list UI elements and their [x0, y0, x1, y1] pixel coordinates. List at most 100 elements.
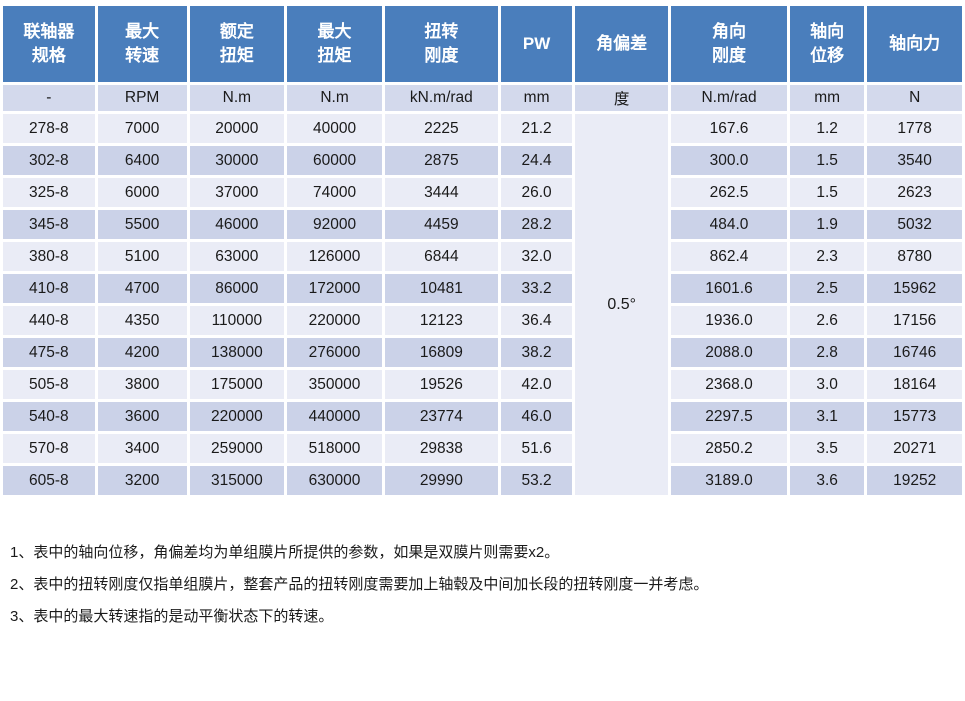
cell-max-speed: 6000	[97, 178, 187, 207]
cell-axial-force: 15773	[867, 402, 962, 431]
unit-axial-force: N	[867, 85, 962, 111]
units-row: - RPM N.m N.m kN.m/rad mm 度 N.m/rad mm N	[3, 85, 962, 111]
cell-max-speed: 4350	[97, 306, 187, 335]
col-header-coupling-spec: 联轴器 规格	[3, 6, 95, 82]
cell-torsional-stiffness: 23774	[384, 402, 498, 431]
cell-max-speed: 4200	[97, 338, 187, 367]
cell-axial-force: 2623	[867, 178, 962, 207]
cell-pw: 46.0	[500, 402, 573, 431]
unit-angular-misalignment: 度	[575, 85, 669, 111]
unit-torsional-stiffness: kN.m/rad	[384, 85, 498, 111]
unit-pw: mm	[500, 85, 573, 111]
cell-spec: 302-8	[3, 146, 95, 175]
cell-pw: 53.2	[500, 466, 573, 495]
cell-max-torque: 74000	[287, 178, 382, 207]
cell-max-torque: 126000	[287, 242, 382, 271]
cell-max-torque: 92000	[287, 210, 382, 239]
cell-pw: 36.4	[500, 306, 573, 335]
cell-axial-force: 15962	[867, 274, 962, 303]
cell-pw: 26.0	[500, 178, 573, 207]
cell-max-torque: 172000	[287, 274, 382, 303]
table-row: 380-8 5100 63000 126000 6844 32.0 862.4 2.3 8780	[3, 242, 962, 271]
col-header-max-torque: 最大 扭矩	[287, 6, 382, 82]
cell-max-speed: 7000	[97, 114, 187, 143]
cell-axial-force: 8780	[867, 242, 962, 271]
footnote-1: 1、表中的轴向位移，角偏差均为单组膜片所提供的参数，如果是双膜片则需要x2。	[10, 544, 560, 561]
cell-axial-displacement: 3.5	[789, 434, 865, 463]
cell-spec: 325-8	[3, 178, 95, 207]
cell-axial-force: 1778	[867, 114, 962, 143]
cell-rated-torque: 315000	[189, 466, 285, 495]
cell-max-speed: 3200	[97, 466, 187, 495]
table-row: 540-8 3600 220000 440000 23774 46.0 2297.5 3.1 1…	[3, 402, 962, 431]
cell-rated-torque: 110000	[189, 306, 285, 335]
cell-rated-torque: 46000	[189, 210, 285, 239]
cell-max-torque: 518000	[287, 434, 382, 463]
cell-torsional-stiffness: 2225	[384, 114, 498, 143]
cell-pw: 21.2	[500, 114, 573, 143]
cell-max-speed: 3600	[97, 402, 187, 431]
table-row: 278-8 7000 20000 40000 2225 21.2 0.5° 167.6 1.2 1…	[3, 114, 962, 495]
table-row: 302-8 6400 30000 60000 2875 24.4 300.0 1.5 3540	[3, 146, 962, 175]
cell-axial-displacement: 2.3	[789, 242, 865, 271]
cell-rated-torque: 259000	[189, 434, 285, 463]
table-row: 605-8 3200 315000 630000 29990 53.2 3189.0 3.6 1…	[3, 466, 962, 495]
cell-spec: 570-8	[3, 434, 95, 463]
cell-spec: 505-8	[3, 370, 95, 399]
cell-pw: 28.2	[500, 210, 573, 239]
cell-angular-stiffness: 2088.0	[671, 338, 787, 367]
cell-max-torque: 40000	[287, 114, 382, 143]
page: 联轴器 规格 最大 转速 额定 扭矩 最大 扭矩 扭转 刚度 PW 角偏差 角向…	[3, 6, 965, 626]
footnotes: 1、表中的轴向位移，角偏差均为单组膜片所提供的参数，如果是双膜片则需要x2。 2…	[10, 544, 965, 626]
table-row: 475-8 4200 138000 276000 16809 38.2 2088.0 2.8 1…	[3, 338, 962, 367]
cell-max-torque: 630000	[287, 466, 382, 495]
cell-max-speed: 6400	[97, 146, 187, 175]
col-header-angular-misalignment: 角偏差	[575, 6, 669, 82]
col-header-axial-force: 轴向力	[867, 6, 962, 82]
cell-torsional-stiffness: 19526	[384, 370, 498, 399]
table-row: 570-8 3400 259000 518000 29838 51.6 2850.2 3.5 2…	[3, 434, 962, 463]
cell-axial-force: 5032	[867, 210, 962, 239]
cell-rated-torque: 63000	[189, 242, 285, 271]
cell-rated-torque: 86000	[189, 274, 285, 303]
cell-axial-force: 3540	[867, 146, 962, 175]
footnote-3: 3、表中的最大转速指的是动平衡状态下的转速。	[10, 608, 334, 625]
cell-spec: 380-8	[3, 242, 95, 271]
cell-rated-torque: 220000	[189, 402, 285, 431]
col-header-pw: PW	[500, 6, 573, 82]
cell-torsional-stiffness: 29990	[384, 466, 498, 495]
col-header-torsional-stiffness: 扭转 刚度	[384, 6, 498, 82]
cell-max-speed: 3800	[97, 370, 187, 399]
cell-axial-displacement: 1.5	[789, 178, 865, 207]
cell-torsional-stiffness: 10481	[384, 274, 498, 303]
cell-angular-stiffness: 484.0	[671, 210, 787, 239]
cell-axial-displacement: 1.9	[789, 210, 865, 239]
col-header-axial-displacement: 轴向 位移	[789, 6, 865, 82]
cell-angular-stiffness: 1601.6	[671, 274, 787, 303]
cell-angular-stiffness: 1936.0	[671, 306, 787, 335]
cell-max-torque: 276000	[287, 338, 382, 367]
cell-spec: 475-8	[3, 338, 95, 367]
cell-rated-torque: 20000	[189, 114, 285, 143]
cell-max-speed: 5100	[97, 242, 187, 271]
cell-max-speed: 5500	[97, 210, 187, 239]
table-row: 345-8 5500 46000 92000 4459 28.2 484.0 1.9 5032	[3, 210, 962, 239]
cell-axial-displacement: 1.2	[789, 114, 865, 143]
cell-torsional-stiffness: 4459	[384, 210, 498, 239]
cell-angular-stiffness: 2297.5	[671, 402, 787, 431]
unit-coupling-spec: -	[3, 85, 95, 111]
cell-max-speed: 4700	[97, 274, 187, 303]
table-row: 325-8 6000 37000 74000 3444 26.0 262.5 1.5 2623	[3, 178, 962, 207]
cell-spec: 440-8	[3, 306, 95, 335]
cell-max-torque: 440000	[287, 402, 382, 431]
cell-pw: 42.0	[500, 370, 573, 399]
cell-axial-displacement: 3.1	[789, 402, 865, 431]
cell-max-speed: 3400	[97, 434, 187, 463]
unit-rated-torque: N.m	[189, 85, 285, 111]
cell-angular-stiffness: 167.6	[671, 114, 787, 143]
cell-axial-displacement: 2.6	[789, 306, 865, 335]
cell-axial-displacement: 2.8	[789, 338, 865, 367]
cell-torsional-stiffness: 6844	[384, 242, 498, 271]
cell-max-torque: 350000	[287, 370, 382, 399]
cell-pw: 51.6	[500, 434, 573, 463]
